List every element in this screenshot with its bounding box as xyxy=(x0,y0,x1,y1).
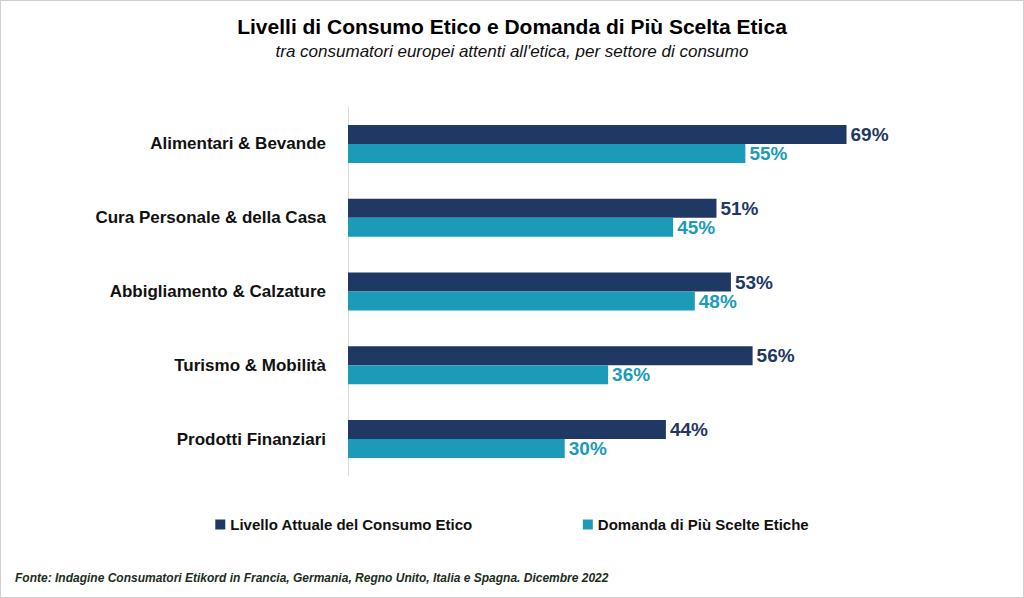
svg-text:53%: 53% xyxy=(735,272,773,293)
svg-text:Livelli di Consumo Etico e Dom: Livelli di Consumo Etico e Domanda di Pi… xyxy=(237,15,787,38)
svg-text:Fonte: Indagine Consumatori Et: Fonte: Indagine Consumatori Etikord in F… xyxy=(15,571,609,585)
svg-text:56%: 56% xyxy=(757,345,795,366)
svg-text:Turismo & Mobilità: Turismo & Mobilità xyxy=(174,356,326,375)
svg-text:55%: 55% xyxy=(749,143,787,164)
svg-text:45%: 45% xyxy=(677,217,715,238)
svg-text:48%: 48% xyxy=(699,291,737,312)
svg-text:Alimentari & Bevande: Alimentari & Bevande xyxy=(150,134,326,153)
svg-text:Prodotti Finanziari: Prodotti Finanziari xyxy=(177,430,326,449)
svg-text:tra consumatori europei attent: tra consumatori europei attenti all'etic… xyxy=(276,42,749,61)
svg-text:30%: 30% xyxy=(569,438,607,459)
svg-text:Cura Personale & della Casa: Cura Personale & della Casa xyxy=(95,208,326,227)
svg-text:Livello Attuale del Consumo Et: Livello Attuale del Consumo Etico xyxy=(230,516,472,533)
svg-text:69%: 69% xyxy=(851,124,889,145)
svg-text:51%: 51% xyxy=(720,198,758,219)
svg-text:44%: 44% xyxy=(670,419,708,440)
svg-text:Abbigliamento & Calzature: Abbigliamento & Calzature xyxy=(110,282,326,301)
svg-text:Domanda di Più Scelte Etiche: Domanda di Più Scelte Etiche xyxy=(598,516,809,533)
svg-text:36%: 36% xyxy=(612,364,650,385)
